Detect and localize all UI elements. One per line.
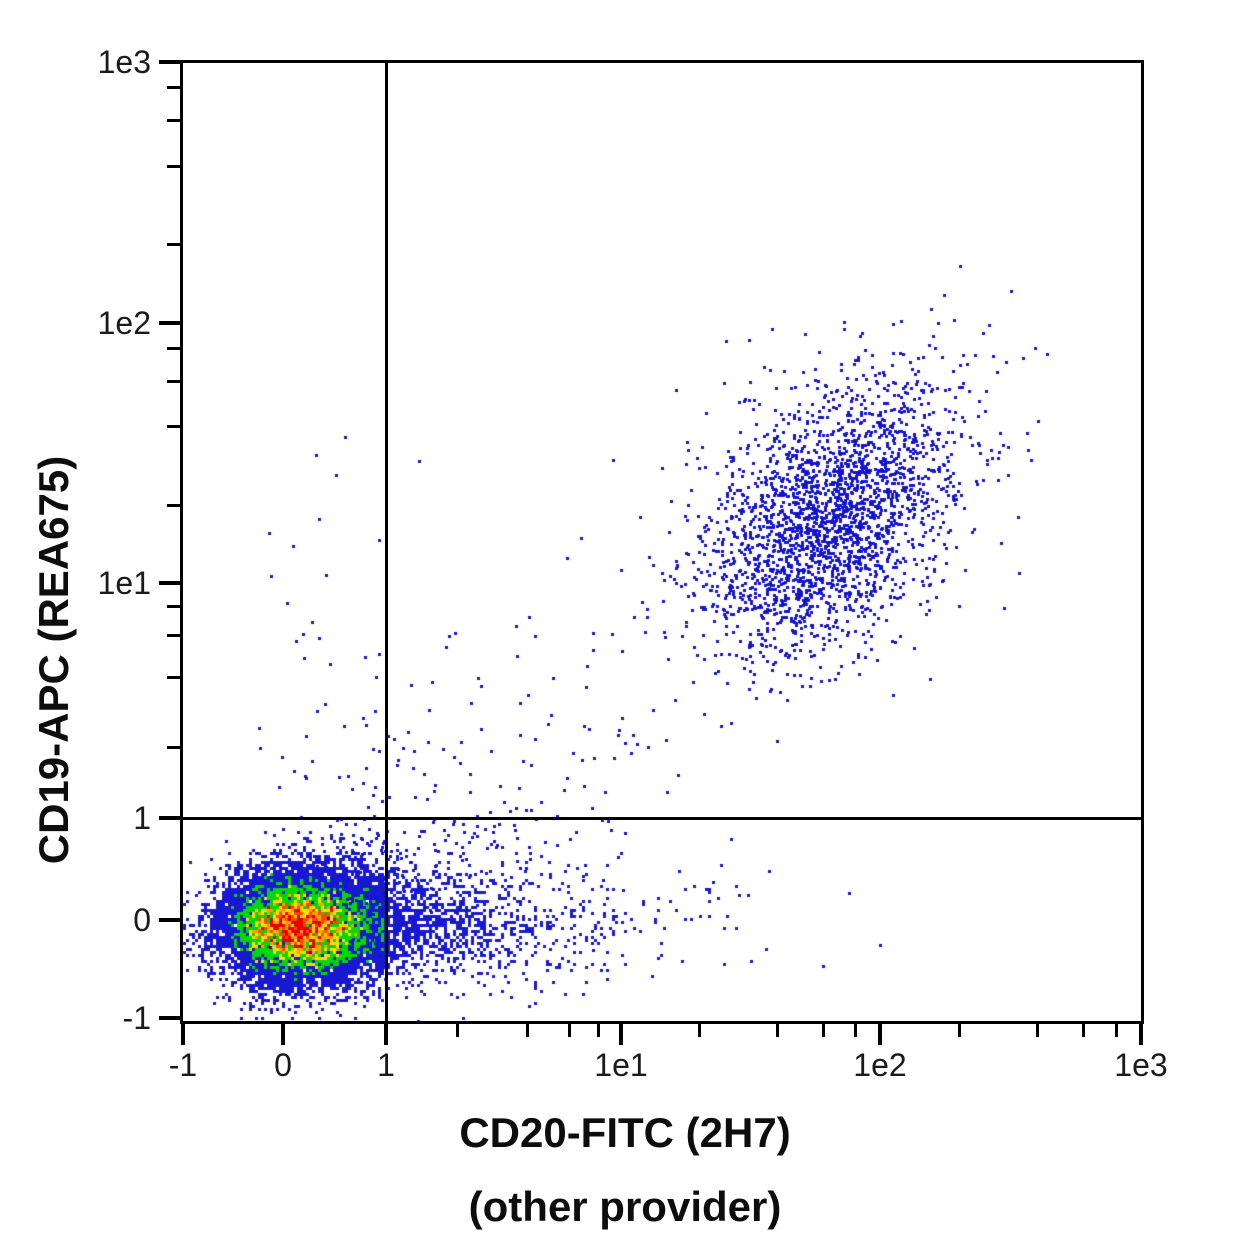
y-major-tick — [159, 581, 180, 585]
x-major-tick — [281, 1024, 285, 1045]
x-minor-tick — [596, 1024, 600, 1037]
x-axis-subtitle: (other provider) — [468, 1183, 782, 1230]
y-minor-tick — [167, 242, 180, 246]
y-tick-label: 1e2 — [97, 305, 151, 341]
y-minor-tick — [167, 379, 180, 383]
x-minor-tick — [697, 1024, 701, 1037]
y-tick-label: 0 — [133, 902, 151, 938]
quadrant-gate-horizontal — [180, 817, 1144, 820]
y-minor-tick — [167, 85, 180, 89]
y-major-tick — [159, 816, 180, 820]
x-minor-tick — [853, 1024, 857, 1037]
y-minor-tick — [167, 346, 180, 350]
x-major-tick — [384, 1024, 388, 1045]
x-major-tick — [878, 1024, 882, 1045]
quadrant-gate-vertical — [385, 60, 388, 1024]
x-minor-tick — [1035, 1024, 1039, 1037]
y-minor-tick — [167, 633, 180, 637]
x-minor-tick — [1081, 1024, 1085, 1037]
y-minor-tick — [167, 424, 180, 428]
y-axis-title: CD19-APC (REA675) — [30, 455, 77, 865]
x-tick-label: 0 — [274, 1047, 292, 1083]
y-minor-tick — [167, 503, 180, 507]
y-tick-label: -1 — [122, 1000, 151, 1036]
y-minor-tick — [167, 118, 180, 122]
y-tick-label: 1e3 — [97, 44, 151, 80]
x-minor-tick — [821, 1024, 825, 1037]
y-minor-tick — [167, 745, 180, 749]
x-minor-tick — [525, 1024, 529, 1037]
x-tick-label: 1e1 — [594, 1047, 648, 1083]
x-major-tick — [619, 1024, 623, 1045]
y-tick-label: 1 — [133, 800, 151, 836]
y-minor-tick — [167, 164, 180, 168]
y-minor-tick — [167, 604, 180, 608]
x-minor-tick — [775, 1024, 779, 1037]
x-minor-tick — [957, 1024, 961, 1037]
x-major-tick — [1139, 1024, 1143, 1045]
x-tick-label: 1e3 — [1114, 1047, 1168, 1083]
y-major-tick — [159, 321, 180, 325]
y-tick-label: 1e1 — [97, 565, 151, 601]
x-major-tick — [181, 1024, 185, 1045]
x-minor-tick — [1114, 1024, 1118, 1037]
x-tick-label: 1e2 — [853, 1047, 907, 1083]
x-tick-label: 1 — [377, 1047, 395, 1083]
y-major-tick — [159, 60, 180, 64]
x-minor-tick — [455, 1024, 459, 1037]
x-tick-label: -1 — [168, 1047, 198, 1083]
y-major-tick — [159, 1016, 180, 1020]
x-minor-tick — [567, 1024, 571, 1037]
y-major-tick — [159, 918, 180, 922]
x-axis-title: CD20-FITC (2H7) — [459, 1109, 791, 1156]
y-minor-tick — [167, 675, 180, 679]
